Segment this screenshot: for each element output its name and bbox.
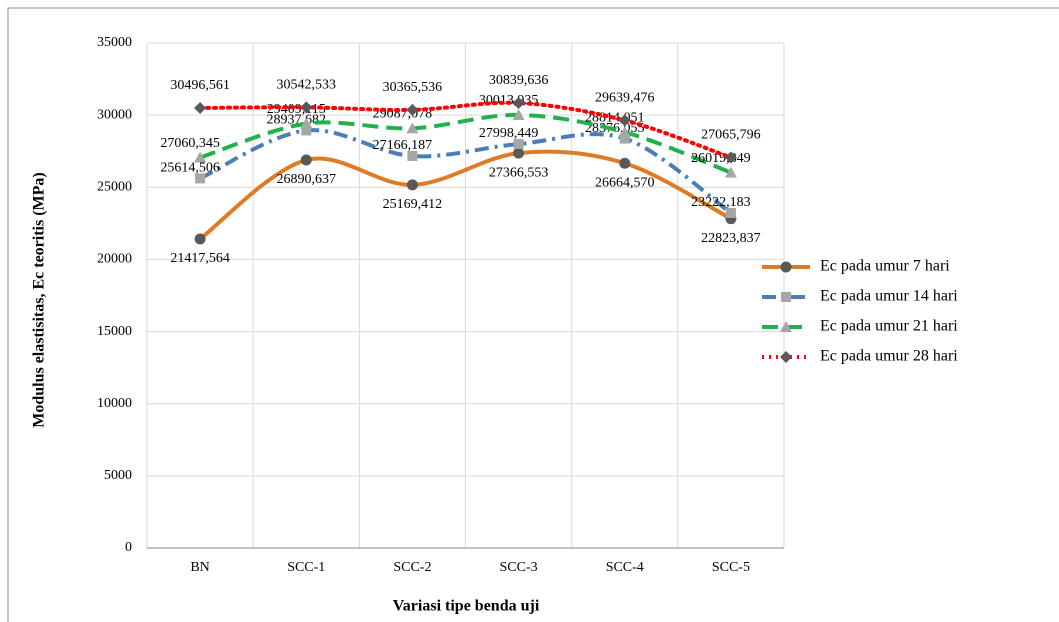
data-label: 30496,561 [170, 78, 230, 93]
data-label: 27065,796 [701, 128, 761, 143]
data-label: 27998,449 [479, 126, 539, 141]
data-label: 26890,637 [277, 172, 337, 187]
series-line [199, 112, 732, 175]
y-axis-title: Modulus elastisitas, Ec teoritis (MPa) [31, 172, 48, 428]
marker [407, 151, 418, 162]
marker [780, 351, 792, 363]
marker [724, 151, 737, 164]
marker [512, 97, 525, 110]
marker [619, 133, 630, 144]
marker [194, 101, 207, 114]
data-label: 30365,536 [383, 80, 443, 95]
marker [301, 125, 312, 136]
marker [513, 147, 525, 159]
marker [300, 154, 312, 166]
y-tick-label: 35000 [97, 35, 132, 50]
marker [406, 122, 419, 134]
marker [780, 321, 792, 332]
y-tick-label: 20000 [97, 252, 132, 267]
x-axis-title: Variasi tipe benda uji [393, 598, 540, 615]
y-tick-label: 10000 [97, 396, 132, 411]
data-label: 22823,837 [701, 231, 761, 246]
marker [618, 114, 631, 127]
data-label: 28937,682 [267, 113, 327, 128]
data-label: 27366,553 [489, 165, 549, 180]
legend-label: Ec pada umur 28 hari [820, 348, 958, 365]
data-label: 25614,506 [160, 161, 220, 176]
data-label: 29409,115 [267, 102, 326, 117]
marker [300, 117, 313, 129]
y-tick-label: 0 [125, 540, 132, 555]
marker [724, 166, 737, 178]
series-line [198, 100, 733, 160]
y-tick-label: 15000 [97, 324, 132, 339]
series-line [198, 149, 732, 241]
data-label: 26664,570 [595, 175, 655, 190]
data-label: 25169,412 [383, 197, 443, 212]
x-tick-label: SCC-3 [500, 560, 538, 575]
marker [780, 261, 792, 273]
data-label: 26019,849 [691, 151, 751, 166]
data-label: 29639,476 [595, 91, 655, 106]
x-tick-label: SCC-5 [712, 560, 750, 575]
data-label: 27060,345 [160, 136, 220, 151]
y-tick-label: 5000 [104, 468, 132, 483]
x-tick-label: SCC-1 [287, 560, 325, 575]
marker [512, 108, 525, 120]
marker [194, 151, 207, 163]
chart-border [7, 7, 1059, 622]
x-tick-label: SCC-2 [393, 560, 431, 575]
data-label: 30542,533 [277, 78, 337, 93]
marker [619, 157, 631, 169]
data-label: 23222,183 [691, 195, 751, 210]
marker [406, 103, 419, 116]
data-label: 21417,564 [170, 251, 230, 266]
marker [300, 101, 313, 114]
data-label: 30839,636 [489, 73, 549, 88]
data-label: 30013,935 [479, 93, 539, 108]
marker [513, 139, 524, 150]
marker [618, 126, 631, 138]
x-tick-label: BN [190, 560, 209, 575]
y-tick-label: 25000 [97, 180, 132, 195]
marker [725, 207, 736, 218]
marker [194, 233, 206, 245]
legend-label: Ec pada umur 14 hari [820, 288, 958, 305]
data-label: 27166,187 [373, 138, 433, 153]
legend-label: Ec pada umur 21 hari [820, 318, 958, 335]
y-tick-label: 30000 [97, 107, 132, 122]
marker [781, 292, 791, 302]
legend-label: Ec pada umur 7 hari [820, 258, 950, 275]
marker [406, 179, 418, 191]
marker [195, 173, 206, 184]
x-tick-label: SCC-4 [606, 560, 644, 575]
